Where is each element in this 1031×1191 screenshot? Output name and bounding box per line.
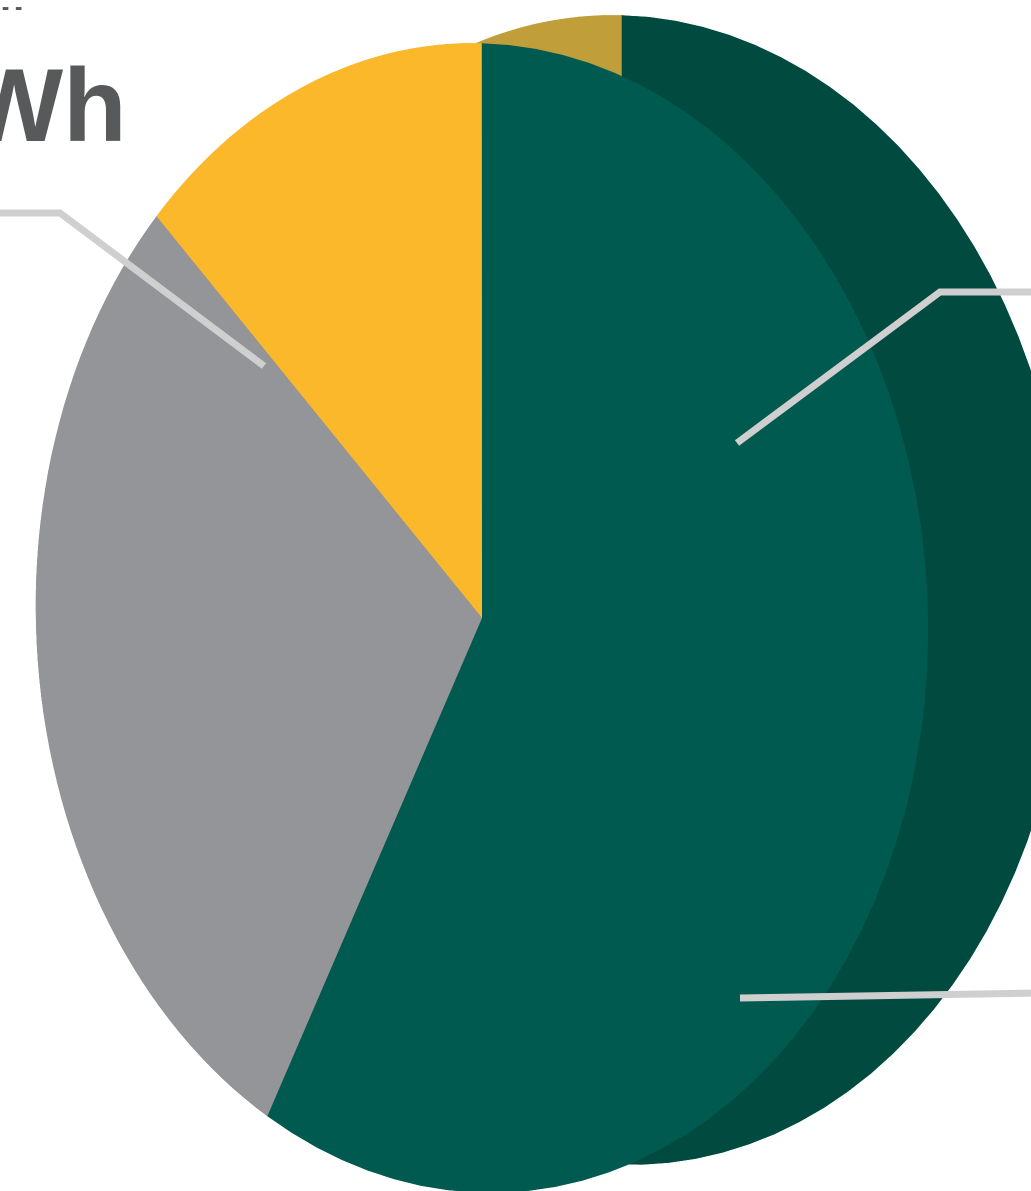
pie-slice-2 bbox=[35, 216, 483, 1117]
leader-line-3 bbox=[739, 989, 1031, 1002]
leader-line-2 bbox=[734, 288, 1031, 446]
pie-slice-3 bbox=[156, 43, 482, 618]
title-fragment-top: .. bbox=[0, 0, 22, 10]
pie-slice-1 bbox=[267, 43, 929, 1191]
pie-face-layer bbox=[35, 43, 929, 1191]
leader-lines bbox=[0, 209, 1031, 1002]
leader-line-1 bbox=[0, 209, 267, 369]
chart-title-fragment: Wh bbox=[0, 48, 127, 164]
